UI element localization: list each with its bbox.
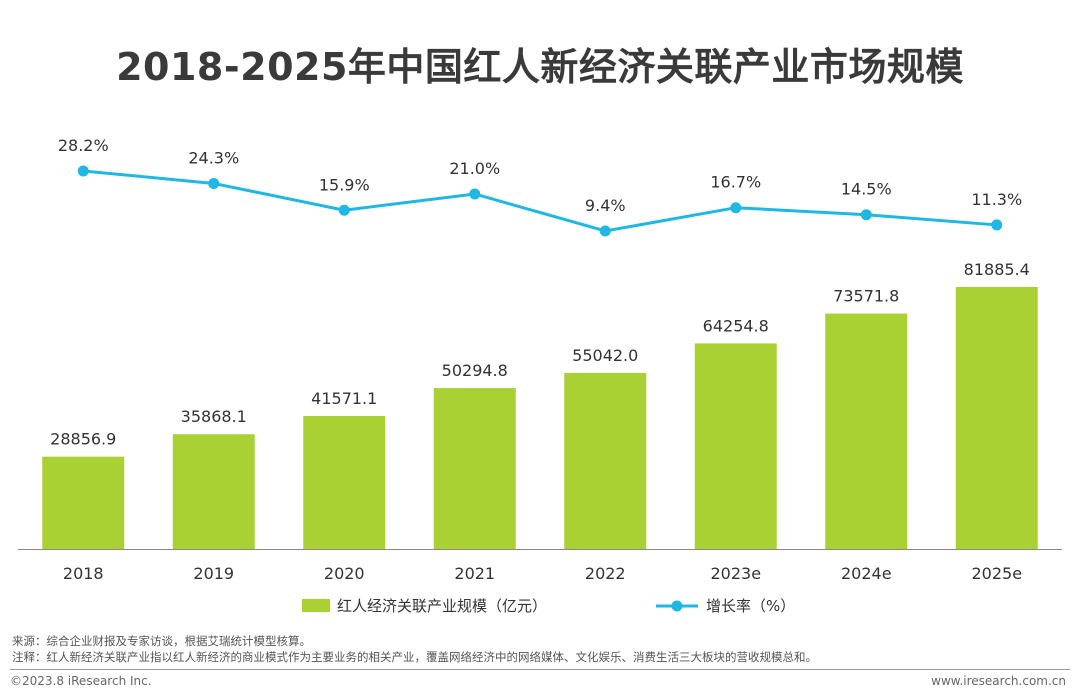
growth-value-label: 9.4% [585, 196, 626, 215]
x-tick-label: 2018 [63, 564, 104, 583]
growth-point [860, 209, 872, 221]
growth-value-label: 14.5% [841, 180, 892, 199]
growth-point [77, 165, 89, 177]
bar-value-label: 73571.8 [833, 287, 899, 306]
bar-value-label: 28856.9 [50, 430, 116, 449]
growth-value-label: 21.0% [449, 159, 500, 178]
growth-value-label: 15.9% [319, 175, 370, 194]
growth-point [208, 177, 220, 189]
bar-value-label: 50294.8 [442, 361, 508, 380]
legend-bar-swatch [302, 599, 330, 612]
notes: 来源：综合企业财报及专家访谈，根据艾瑞统计模型核算。 注释：红人新经济关联产业指… [12, 633, 817, 665]
footer-copyright: ©2023.8 iResearch Inc. [10, 674, 152, 688]
chart-title: 2018-2025年中国红人新经济关联产业市场规模 [116, 45, 964, 89]
annotation-note: 注释：红人新经济关联产业指以红人新经济的商业模式作为主要业务的相关产业，覆盖网络… [12, 650, 817, 664]
bar [955, 287, 1038, 549]
legend-bar-label: 红人经济关联产业规模（亿元） [337, 597, 547, 615]
bar-value-label: 55042.0 [572, 346, 638, 365]
x-tick-label: 2022 [585, 564, 626, 583]
growth-value-label: 28.2% [58, 136, 109, 155]
bar [303, 415, 386, 549]
x-tick-label: 2023e [710, 564, 761, 583]
bar-value-label: 41571.1 [311, 389, 377, 408]
bar [172, 434, 255, 549]
source-note: 来源：综合企业财报及专家访谈，根据艾瑞统计模型核算。 [12, 634, 311, 648]
bar-value-label: 35868.1 [181, 407, 247, 426]
growth-value-label: 11.3% [971, 190, 1022, 209]
bar-value-label: 64254.8 [703, 316, 769, 335]
bar-value-label: 81885.4 [964, 260, 1030, 279]
combo-chart: 28856.9 2018 35868.1 2019 41571.1 2020 50294.8… [18, 136, 1062, 615]
growth-value-label: 16.7% [710, 173, 761, 192]
growth-point [338, 204, 350, 216]
growth-point [469, 188, 481, 200]
x-tick-label: 2021 [454, 564, 495, 583]
footer-website[interactable]: www.iresearch.com.cn [931, 674, 1066, 688]
x-tick-label: 2024e [841, 564, 892, 583]
x-tick-label: 2019 [193, 564, 234, 583]
bar [694, 343, 777, 549]
growth-point [991, 219, 1003, 231]
bar [564, 372, 647, 549]
bar [42, 456, 125, 549]
growth-point [730, 202, 742, 214]
bar [825, 313, 908, 549]
bar [433, 388, 516, 549]
x-tick-label: 2020 [324, 564, 365, 583]
growth-line [83, 169, 997, 233]
x-tick-label: 2025e [971, 564, 1022, 583]
growth-point [599, 225, 611, 237]
growth-value-label: 24.3% [188, 148, 239, 167]
legend-line-marker [671, 600, 683, 612]
footer-divider [10, 669, 1070, 670]
legend-line-label: 增长率（%） [706, 597, 795, 615]
